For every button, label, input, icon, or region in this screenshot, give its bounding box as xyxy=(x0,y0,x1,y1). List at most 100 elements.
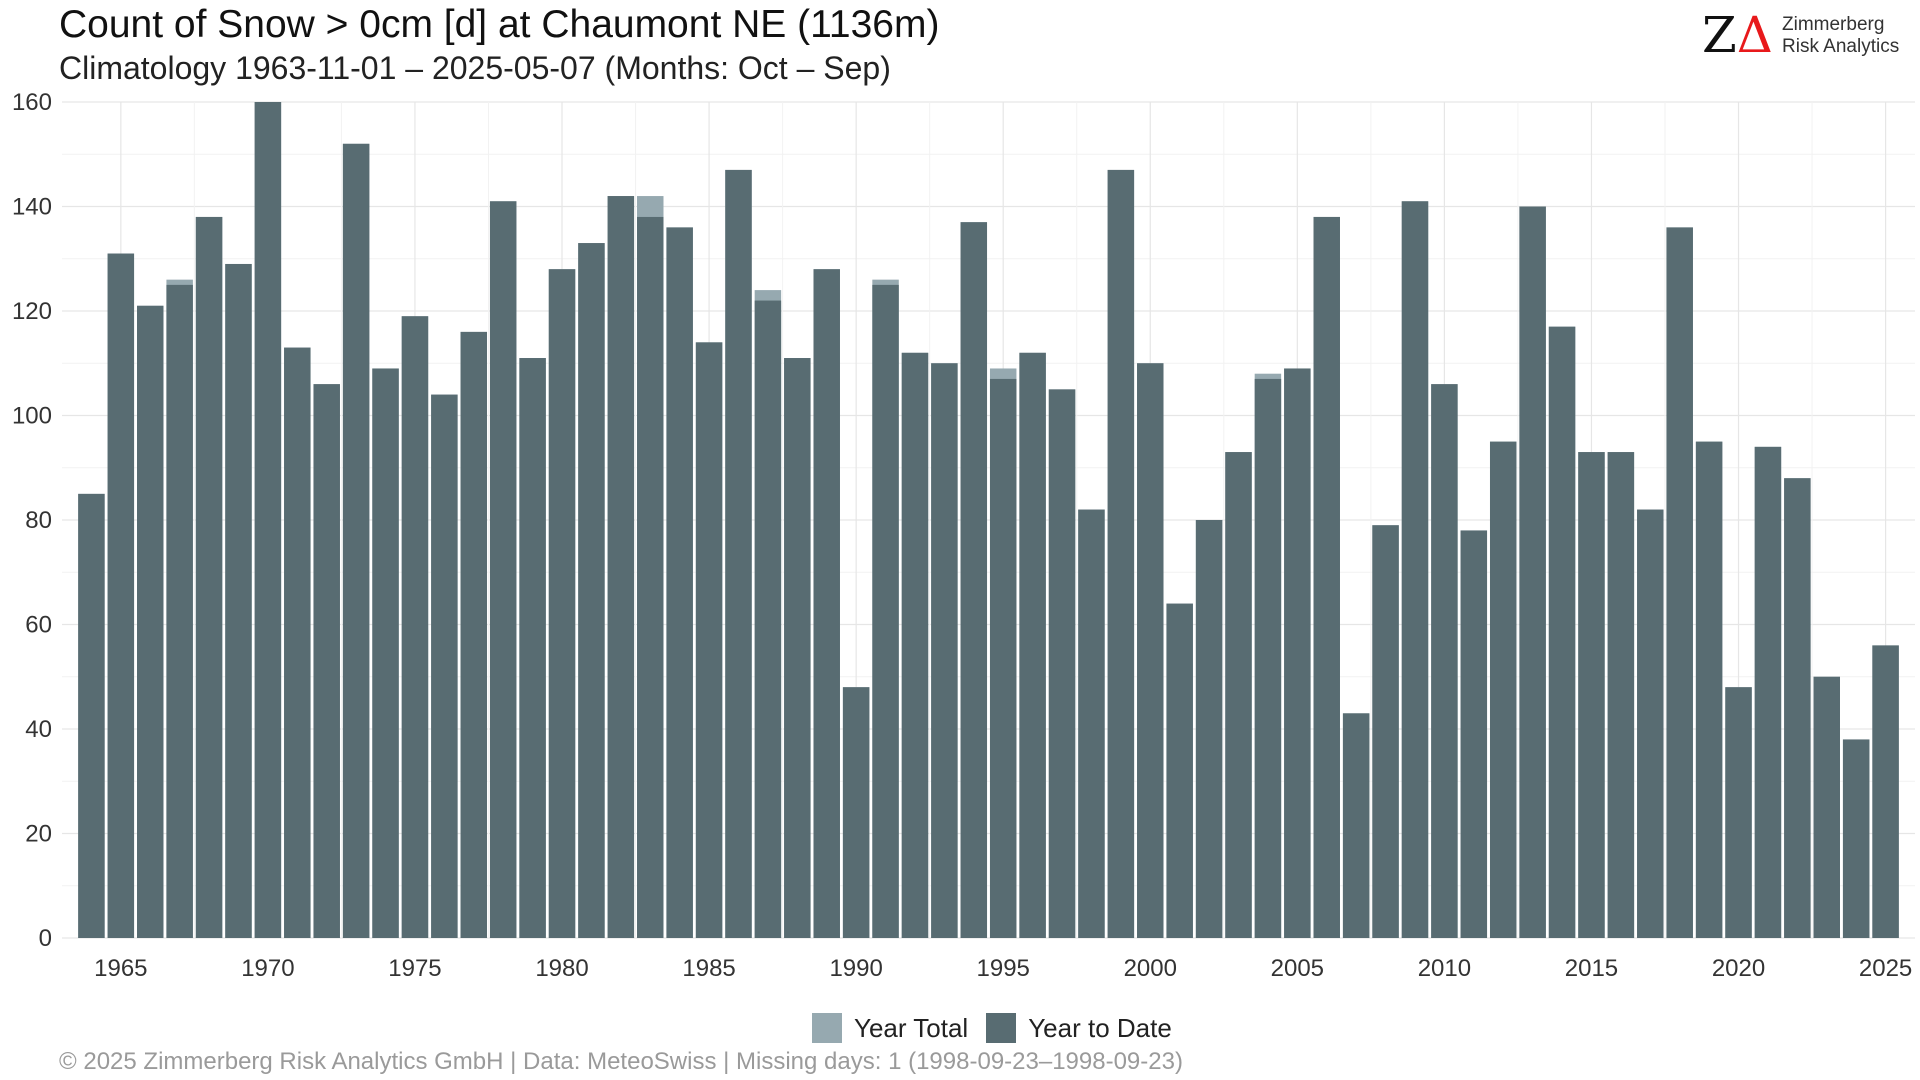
bar-year-to-date xyxy=(1460,530,1488,938)
bar-year-to-date xyxy=(1842,739,1870,938)
bar-year-to-date xyxy=(1078,509,1105,938)
logo-delta-letter: Δ xyxy=(1736,6,1773,64)
bar-year-to-date xyxy=(1666,227,1693,938)
bar-year-to-date xyxy=(1107,169,1135,939)
bar-year-to-date xyxy=(901,352,929,938)
bar-year-to-date xyxy=(1725,687,1752,938)
x-tick-label: 2005 xyxy=(1271,955,1324,982)
logo-z-letter: Z xyxy=(1702,6,1737,64)
x-tick-label: 2020 xyxy=(1712,955,1765,982)
bar-year-to-date xyxy=(695,342,723,939)
bar-year-to-date xyxy=(1431,384,1458,938)
bar-year-to-date xyxy=(166,284,193,938)
bar-year-to-date xyxy=(519,358,546,938)
x-tick-label: 2015 xyxy=(1565,955,1618,982)
bar-year-to-date xyxy=(489,201,517,938)
y-tick-label: 140 xyxy=(12,194,52,221)
bar-year-to-date xyxy=(284,347,311,938)
bar-year-to-date xyxy=(784,358,811,938)
x-tick-label: 1970 xyxy=(241,955,294,982)
bar-year-to-date xyxy=(1313,216,1340,938)
chart-subtitle: Climatology 1963-11-01 – 2025-05-07 (Mon… xyxy=(59,50,891,86)
bar-year-to-date xyxy=(578,243,605,938)
bar-year-to-date xyxy=(1225,452,1252,938)
bar-year-to-date xyxy=(1342,713,1370,938)
footer-caption: © 2025 Zimmerberg Risk Analytics GmbH | … xyxy=(59,1048,1183,1075)
legend-swatch-year-total xyxy=(812,1013,842,1043)
logo-text: Zimmerberg Risk Analytics xyxy=(1782,14,1899,58)
bar-year-to-date xyxy=(872,284,899,938)
logo-text-line1: Zimmerberg xyxy=(1782,14,1885,35)
bar-year-to-date xyxy=(1519,206,1546,938)
bar-year-to-date xyxy=(1489,441,1517,938)
bar-year-to-date xyxy=(1607,452,1635,938)
x-tick-label: 2010 xyxy=(1418,955,1471,982)
y-tick-label: 120 xyxy=(12,298,52,325)
bar-year-to-date xyxy=(195,216,223,938)
bar-year-to-date xyxy=(372,368,399,939)
bar-year-to-date xyxy=(431,394,458,939)
bar-year-to-date xyxy=(1695,441,1723,938)
y-tick-label: 100 xyxy=(12,403,52,430)
x-tick-label: 2000 xyxy=(1124,955,1177,982)
legend-item-year-total: Year Total xyxy=(812,1013,968,1044)
y-tick-label: 20 xyxy=(25,821,52,848)
bar-year-to-date xyxy=(1166,603,1193,938)
bar-year-to-date xyxy=(725,169,752,939)
bar-year-to-date xyxy=(1048,389,1076,938)
y-tick-label: 80 xyxy=(25,507,52,534)
bar-year-to-date xyxy=(842,687,870,938)
bar-year-to-date xyxy=(1578,452,1605,938)
legend-label-year-to-date: Year to Date xyxy=(1028,1012,1172,1043)
legend: Year Total Year to Date xyxy=(812,1012,1190,1044)
x-tick-label: 1995 xyxy=(977,955,1030,982)
bar-year-to-date xyxy=(1813,676,1840,938)
bar-year-to-date xyxy=(107,253,135,938)
company-logo: ZΔ Zimmerberg Risk Analytics xyxy=(1702,10,1902,60)
bar-year-to-date xyxy=(548,269,576,938)
logo-mark: ZΔ xyxy=(1702,10,1773,60)
x-tick-label: 1965 xyxy=(94,955,147,982)
x-tick-label: 1980 xyxy=(535,955,588,982)
bar-year-to-date xyxy=(989,378,1017,938)
bar-year-to-date xyxy=(754,300,782,938)
bar-chart: 0 20 40 60 80 100 120 140 160 1965 1970 1975 1980 198… xyxy=(12,89,1915,982)
bar-year-to-date xyxy=(78,493,105,938)
chart-title: Count of Snow > 0cm [d] at Chaumont NE (… xyxy=(59,3,940,46)
bar-year-to-date xyxy=(960,222,988,939)
legend-swatch-year-to-date xyxy=(986,1013,1017,1043)
bar-year-to-date xyxy=(1637,509,1664,938)
bar-year-to-date xyxy=(1254,378,1282,938)
bar-year-to-date xyxy=(1872,645,1899,938)
bar-year-to-date xyxy=(460,331,488,938)
logo-text-line2: Risk Analytics xyxy=(1782,36,1900,57)
bar-year-to-date xyxy=(931,363,958,938)
x-tick-label: 2025 xyxy=(1859,955,1912,982)
y-tick-label: 40 xyxy=(25,716,52,743)
x-tick-label: 1975 xyxy=(388,955,441,982)
bar-year-to-date xyxy=(1548,326,1576,938)
bar-year-to-date xyxy=(1195,520,1223,938)
bar-year-to-date xyxy=(1784,478,1811,938)
bar-year-to-date xyxy=(401,316,429,939)
x-tick-label: 1990 xyxy=(829,955,882,982)
x-tick-label: 1985 xyxy=(682,955,735,982)
bar-year-to-date xyxy=(254,102,282,938)
bar-year-to-date xyxy=(637,216,664,938)
bar-year-to-date xyxy=(1284,368,1311,939)
bar-year-to-date xyxy=(1372,525,1399,938)
bar-year-to-date xyxy=(1754,446,1782,938)
bar-year-to-date xyxy=(1019,352,1046,938)
y-tick-label: 60 xyxy=(25,612,52,639)
y-tick-label: 160 xyxy=(12,89,52,116)
bar-year-to-date xyxy=(1137,363,1164,938)
bar-year-to-date xyxy=(607,196,635,939)
legend-item-year-to-date: Year to Date xyxy=(986,1013,1172,1044)
bar-year-to-date xyxy=(666,227,693,938)
bar-year-to-date xyxy=(225,263,252,939)
legend-label-year-total: Year Total xyxy=(854,1012,969,1043)
y-tick-label: 0 xyxy=(39,925,52,952)
bar-year-to-date xyxy=(137,305,164,938)
bar-year-to-date xyxy=(313,384,340,938)
bar-year-to-date xyxy=(1401,201,1429,938)
